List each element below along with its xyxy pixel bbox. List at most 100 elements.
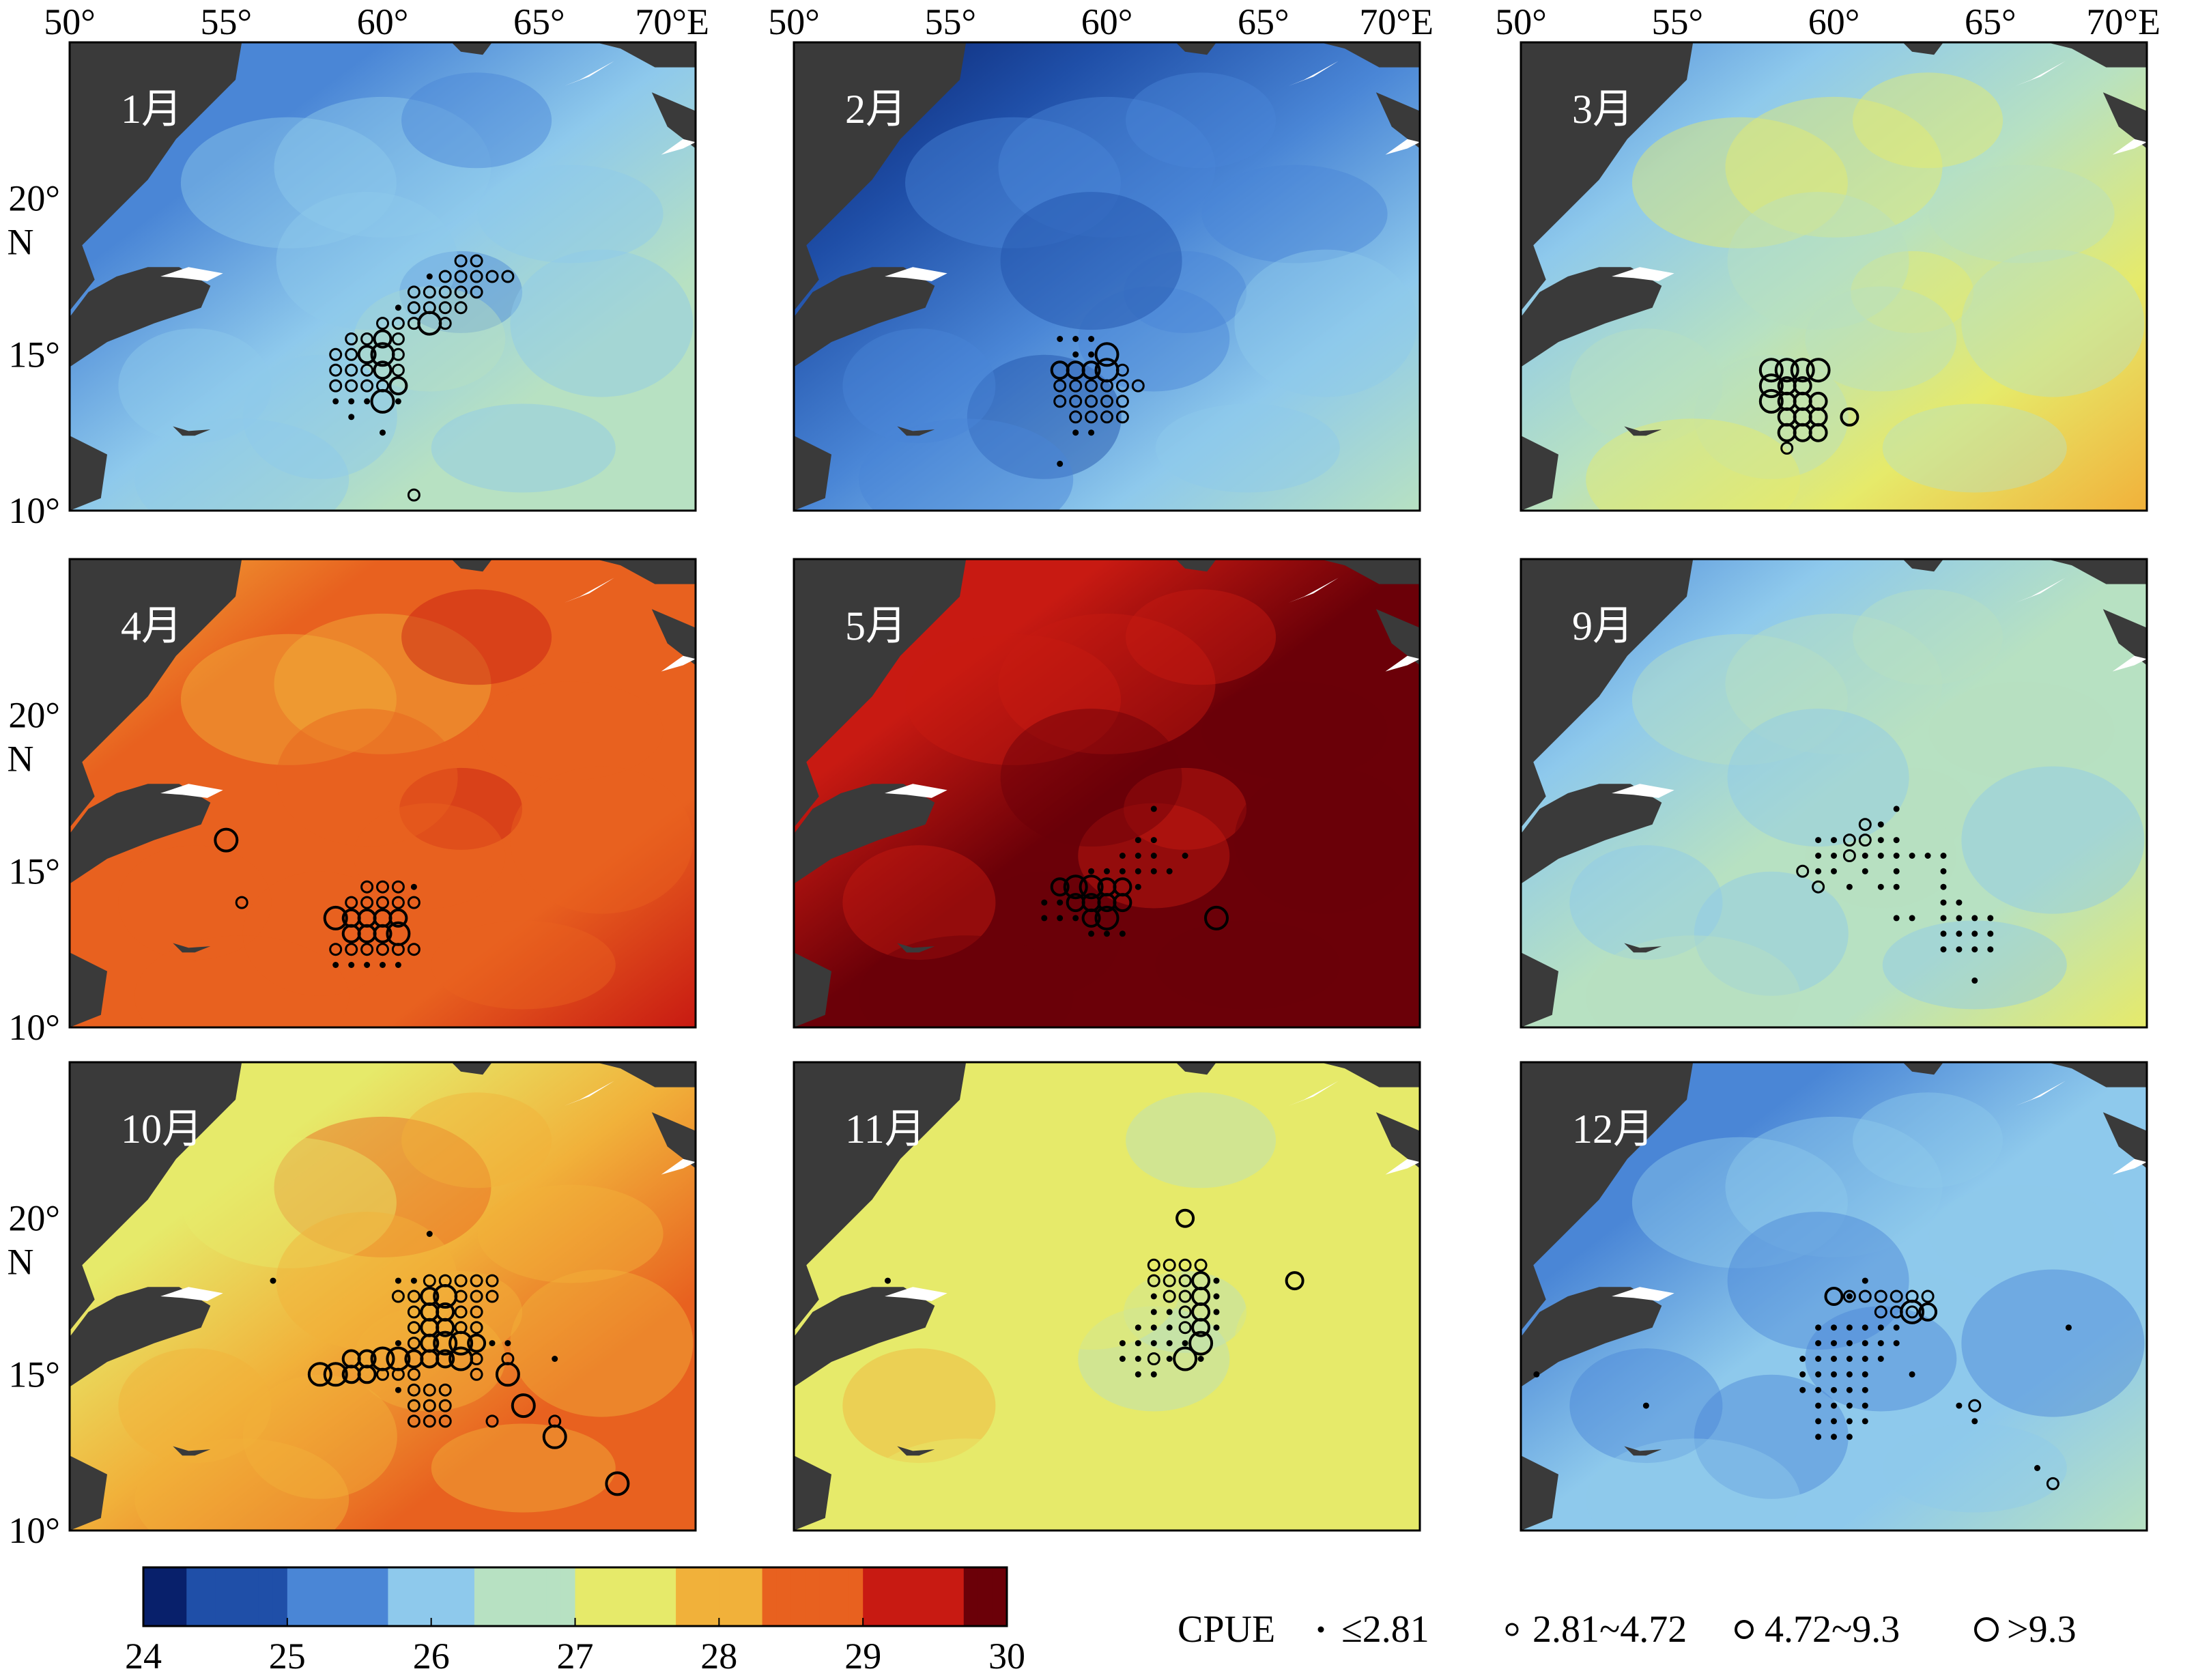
cpue-point [391,363,405,377]
cpue-point [345,943,358,956]
sst-eddy [1155,920,1340,1010]
land-mass [1521,1062,1694,1331]
cpue-point [1971,946,1978,953]
cpue-point [1862,1371,1868,1378]
cpue-point [1182,1340,1188,1347]
cpue-point [1831,1434,1837,1440]
cpue-point [329,363,343,377]
cpue-point [1815,853,1822,859]
cpue-point [1135,1371,1141,1378]
land-mass [1624,426,1662,436]
cpue-point [1150,1371,1157,1378]
cpue-point [1815,1371,1822,1378]
legend-label: >9.3 [2007,1608,2077,1651]
lon-tick-label: 60° [1808,1,1860,42]
lat-unit-label: N [8,1242,34,1283]
cpue-point [1135,853,1141,859]
cpue-point [1085,410,1098,424]
cpue-point [1874,1305,1887,1319]
cpue-point [1085,395,1098,408]
lat-unit-label: N [8,739,34,780]
sst-eddy [1569,845,1723,960]
cpue-point [1213,1324,1220,1331]
cpue-point [542,1424,567,1449]
cpue-point [1094,342,1120,367]
cpue-point [438,270,452,283]
coastal-upwelling-patch [661,139,696,155]
sst-eddy [859,935,1074,1027]
land-mass [2047,559,2147,584]
land-mass [2102,609,2147,666]
cpue-point [1104,930,1110,937]
sst-eddy [431,403,616,493]
sst-eddy [242,871,397,996]
panel-frame [793,1061,1421,1532]
cpue-point [1862,1386,1868,1393]
lon-tick-label: 50° [768,1,820,42]
cpue-point [1780,442,1794,455]
land-mass [595,42,696,68]
cpue-point [1940,883,1947,890]
land-mass [794,559,967,828]
lat-tick-label: 15° [8,1354,60,1395]
sst-eddy [905,117,1121,248]
land-mass [1521,42,1694,311]
cpue-point [407,1414,420,1428]
cpue-point [395,962,401,968]
cpue-point [1166,1324,1173,1331]
cpue-point [1940,930,1947,937]
sst-eddy [1882,920,2067,1010]
legend-marker [1974,1617,1999,1642]
cpue-point [395,398,401,405]
lon-tick-label: 55° [924,1,976,42]
cpue-point [1893,883,1900,890]
cpue-point [1072,351,1079,358]
land-mass [897,943,935,953]
land-mass [70,784,211,884]
colorbar-segment [402,1567,418,1626]
cpue-point [1905,1305,1919,1319]
sst-eddy [1851,767,1974,850]
cpue-point [454,1305,468,1319]
cpue-point [1197,1356,1204,1362]
cpue-point [1862,1402,1868,1409]
sst-eddy [431,920,616,1010]
colorbar-segment [978,1567,993,1626]
cpue-point [1147,1352,1160,1365]
sst-field [794,42,1420,511]
sst-eddy [510,249,694,397]
month-label: 1月 [121,87,182,132]
cpue-point [376,379,389,393]
cpue-point [438,317,452,330]
coastal-upwelling-patch [160,267,223,281]
sst-eddy [274,1116,491,1257]
colorbar-segment [345,1567,360,1626]
cpue-point [407,1337,420,1350]
colorbar-label: 27 [557,1636,594,1677]
cpue-point [360,896,374,909]
cpue-point [1893,915,1900,922]
cpue-point [407,943,420,956]
panel-frame [1520,1061,2148,1532]
cpue-point [1877,1356,1884,1362]
colorbar-segment [459,1567,475,1626]
coastal-upwelling-patch [661,655,696,672]
land-mass [651,609,696,666]
sst-eddy [134,418,350,511]
cpue-point [380,962,386,968]
coastal-upwelling-patch [160,784,223,798]
cpue-point [1900,1299,1925,1324]
lon-tick-label: 55° [1651,1,1703,42]
cpue-point [1862,1340,1868,1347]
cpue-point [1971,977,1978,984]
cpue-point [407,301,420,315]
land-mass [70,436,107,511]
cpue-point [1135,837,1141,844]
cpue-point [438,1399,452,1412]
cpue-point [423,285,436,299]
map-panel: 10月 20°N 15° 10° [8,1061,697,1551]
cpue-point [1072,336,1079,342]
land-mass [1375,1112,1420,1169]
cpue-point [1104,868,1110,874]
